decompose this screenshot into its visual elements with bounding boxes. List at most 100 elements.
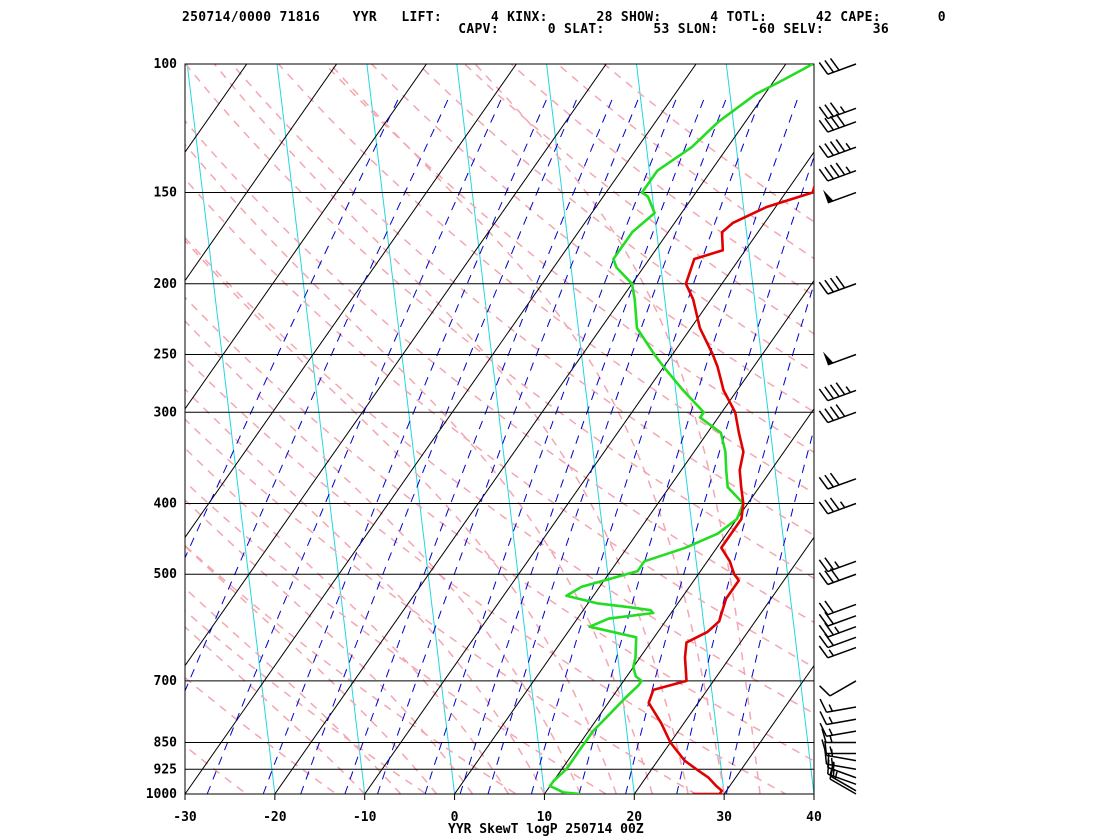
mixing-ratio-line [689,727,693,736]
mixing-ratio-line [472,639,477,649]
mixing-ratio-line [370,712,374,722]
mixing-ratio-line [666,114,671,123]
mixing-ratio-line [453,698,457,707]
pressure-tick-label: 100 [154,57,178,72]
mixing-ratio-line [530,289,535,298]
mixing-ratio-line [732,756,735,765]
mixing-ratio-line [496,669,500,678]
mixing-ratio-line [451,391,456,401]
mixing-ratio-line [537,625,541,634]
mixing-ratio-line [535,187,540,196]
mixing-ratio-line [457,377,462,386]
mixing-ratio-line [443,727,448,736]
wind-barb [824,740,857,762]
mixing-ratio-line [851,158,854,166]
mixing-ratio-line [370,596,375,605]
mixing-ratio-line [575,245,580,255]
mixing-ratio-line [282,596,288,605]
mixing-ratio-line [418,391,423,401]
mixing-ratio-line [596,566,600,576]
mixing-ratio-line [676,785,679,794]
mixing-ratio-line [256,391,262,401]
wind-barb [818,139,857,159]
mixing-ratio-line [370,508,375,517]
mixing-ratio-line [510,625,515,634]
mixing-ratio-line [670,610,674,619]
mixing-ratio-line [633,450,638,459]
background-lines [0,31,889,810]
mixing-ratio-line [745,128,750,138]
mixing-ratio-line [737,260,742,269]
mixing-ratio-line [657,508,662,517]
mixing-ratio-line [713,216,718,225]
mixing-ratio-line [189,537,195,547]
mixing-ratio-line [514,698,518,707]
mixing-ratio-line [886,173,889,181]
mixing-ratio-line [343,318,348,328]
mixing-ratio-line [766,289,771,298]
mixing-ratio-line [387,552,392,561]
mixing-ratio-line [177,567,181,575]
mixing-ratio-line [326,712,331,722]
isotherm [0,31,90,810]
chart-title: YYR SkewT logP 250714 00Z [448,822,644,837]
mixing-ratio-line [106,728,110,736]
mixing-ratio-line [757,318,762,328]
mixing-ratio-line [882,188,885,196]
mixing-ratio-line [610,406,614,415]
mixing-ratio-line [307,537,312,546]
mixing-ratio-line [728,771,732,780]
mixing-ratio-line [541,610,546,619]
dry-adiabat [277,64,814,495]
mixing-ratio-line [757,201,762,211]
mixing-ratio-line [513,523,517,532]
mixing-ratio-line [762,304,766,313]
mixing-ratio-line [290,712,295,722]
isotherm [185,64,428,410]
dry-adiabat [185,480,608,794]
mixing-ratio-line [756,99,761,109]
mixing-ratio-line [290,318,295,328]
mixing-ratio-line [515,610,520,619]
mixing-ratio-line [643,420,647,430]
mixing-ratio-line [551,581,555,590]
mixing-ratio-line [758,639,761,649]
mixing-ratio-line [582,333,586,342]
mixing-ratio-line [364,727,369,736]
mixing-ratio-line [423,143,428,152]
mixing-ratio-line [860,261,862,269]
mixing-ratio-line [422,464,427,474]
mixing-ratio-line [473,260,478,269]
mixing-ratio-line [856,144,859,152]
mixing-ratio-line [800,187,805,196]
mixing-ratio-line [501,362,506,371]
mixing-ratio-line [604,172,609,182]
mixing-ratio-line [359,742,364,751]
mixing-ratio-line [382,566,387,576]
mixing-ratio-line [442,333,447,342]
mixing-ratio-line [196,522,202,532]
mixing-ratio-line [456,479,461,488]
mixing-ratio-line [430,128,435,138]
mixing-ratio-line [364,523,369,532]
mixing-ratio-line [190,669,195,678]
mixing-ratio-line [696,698,700,707]
mixing-ratio-line [655,669,659,678]
mixing-ratio-line [491,464,496,474]
mixing-ratio-line [416,158,422,167]
mixing-ratio-line [797,479,801,488]
mixing-ratio-line [296,698,300,707]
mixing-ratio-line [462,669,467,678]
mixing-ratio-line [498,274,504,284]
mixing-ratio-line [651,289,656,298]
mixing-ratio-line [487,596,492,605]
mixing-ratio-line [463,362,468,371]
mixing-ratio-line [565,377,570,386]
mixing-ratio-line [487,785,491,794]
moist-adiabat [185,545,438,794]
mixing-ratio-line [672,333,677,342]
mixing-ratio-line [498,201,503,211]
mixing-ratio-line [638,260,643,269]
mixing-ratio-line [439,523,444,532]
mixing-ratio-line [615,245,620,255]
